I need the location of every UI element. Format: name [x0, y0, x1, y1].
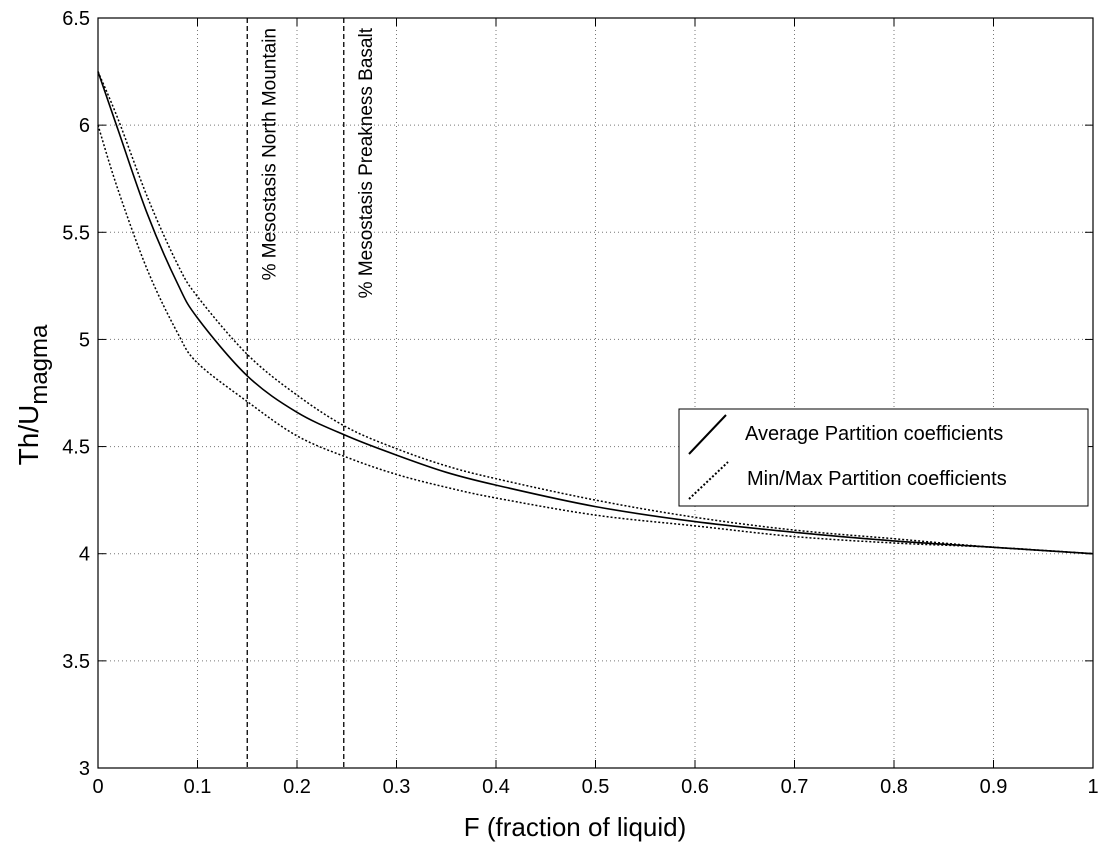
grid [98, 18, 1093, 768]
y-tick-label: 3.5 [62, 651, 90, 673]
x-tick-label: 0.5 [582, 776, 610, 798]
y-tick-label: 6.5 [62, 8, 90, 30]
y-tick-label: 5 [79, 329, 90, 351]
x-tick-label: 0.3 [383, 776, 411, 798]
y-axis-label-subscript: magma [26, 324, 53, 405]
y-tick-label: 5.5 [62, 222, 90, 244]
y-axis-label: Th/Umagma [13, 324, 53, 465]
reference-lines: % Mesostasis North Mountain % Mesostasis … [246, 18, 377, 768]
y-tick-label: 4.5 [62, 437, 90, 459]
y-tick-label: 6 [79, 115, 90, 137]
x-tick-label: 0.1 [184, 776, 212, 798]
y-tick-label: 3 [79, 758, 90, 780]
x-tick-label: 0.7 [781, 776, 809, 798]
legend-swatch-solid [688, 414, 727, 455]
ticks [97, 17, 1094, 769]
legend-swatch-dotted [688, 461, 729, 500]
x-tick-labels: 0 0.1 0.2 0.3 0.4 0.5 0.6 0.7 0.8 0.9 1 [92, 776, 1098, 798]
x-tick-label: 1 [1087, 776, 1098, 798]
x-tick-label: 0.4 [482, 776, 510, 798]
y-tick-labels: 3 3.5 4 4.5 5 5.5 6 6.5 [62, 8, 90, 780]
legend-label-average: Average Partition coefficients [745, 423, 1003, 445]
series-line-average [97, 71, 1094, 555]
series-lines [97, 71, 1094, 555]
y-axis-label-main: Th/U [13, 405, 44, 466]
x-tick-label: 0.2 [283, 776, 311, 798]
series-line-minmax [97, 124, 1094, 555]
x-tick-label: 0.8 [880, 776, 908, 798]
legend: Average Partition coefficients Min/Max P… [678, 408, 1089, 507]
reference-vline-label: % Mesostasis Preakness Basalt [356, 27, 377, 298]
reference-vline-label: % Mesostasis North Mountain [259, 28, 280, 280]
legend-label-minmax: Min/Max Partition coefficients [747, 468, 1007, 490]
series-line-minmax [97, 71, 1094, 555]
legend-box [678, 408, 1089, 507]
x-tick-label: 0.9 [980, 776, 1008, 798]
x-axis-label: F (fraction of liquid) [464, 812, 687, 842]
x-tick-label: 0 [92, 776, 103, 798]
y-tick-label: 4 [79, 544, 90, 566]
x-tick-label: 0.6 [681, 776, 709, 798]
